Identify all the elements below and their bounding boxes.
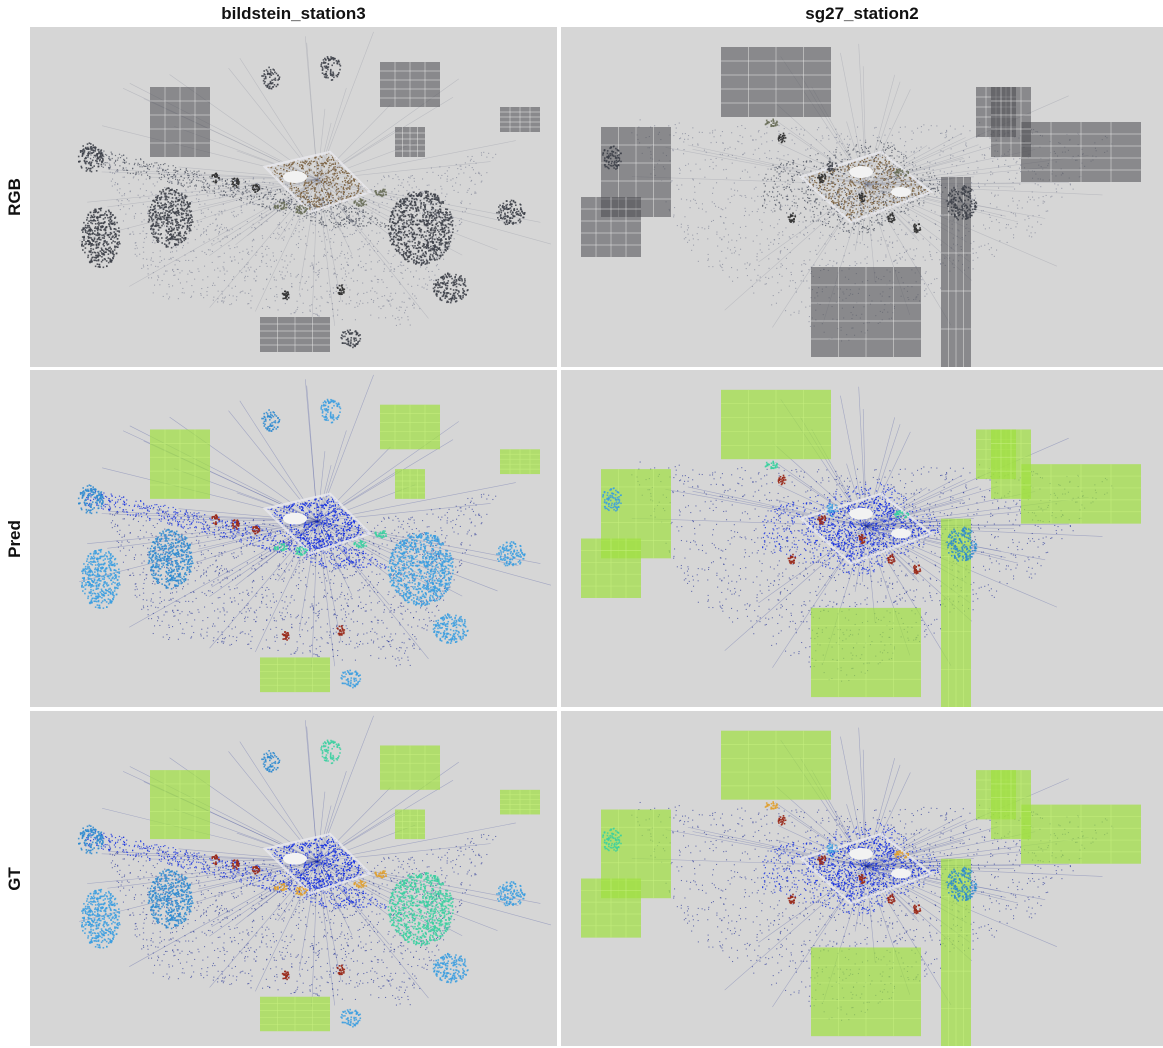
row-label-rgb: RGB — [0, 27, 30, 367]
row-label-gt: GT — [0, 711, 30, 1046]
panel-sg27-rgb — [561, 27, 1163, 367]
row-label-pred: Pred — [0, 370, 30, 707]
panel-bildstein-pred — [30, 370, 557, 707]
panel-sg27-gt — [561, 711, 1163, 1046]
panel-bildstein-rgb — [30, 27, 557, 367]
column-title-sg27: sg27_station2 — [561, 2, 1163, 26]
panel-bildstein-gt — [30, 711, 557, 1046]
column-title-bildstein: bildstein_station3 — [30, 2, 557, 26]
panel-sg27-pred — [561, 370, 1163, 707]
